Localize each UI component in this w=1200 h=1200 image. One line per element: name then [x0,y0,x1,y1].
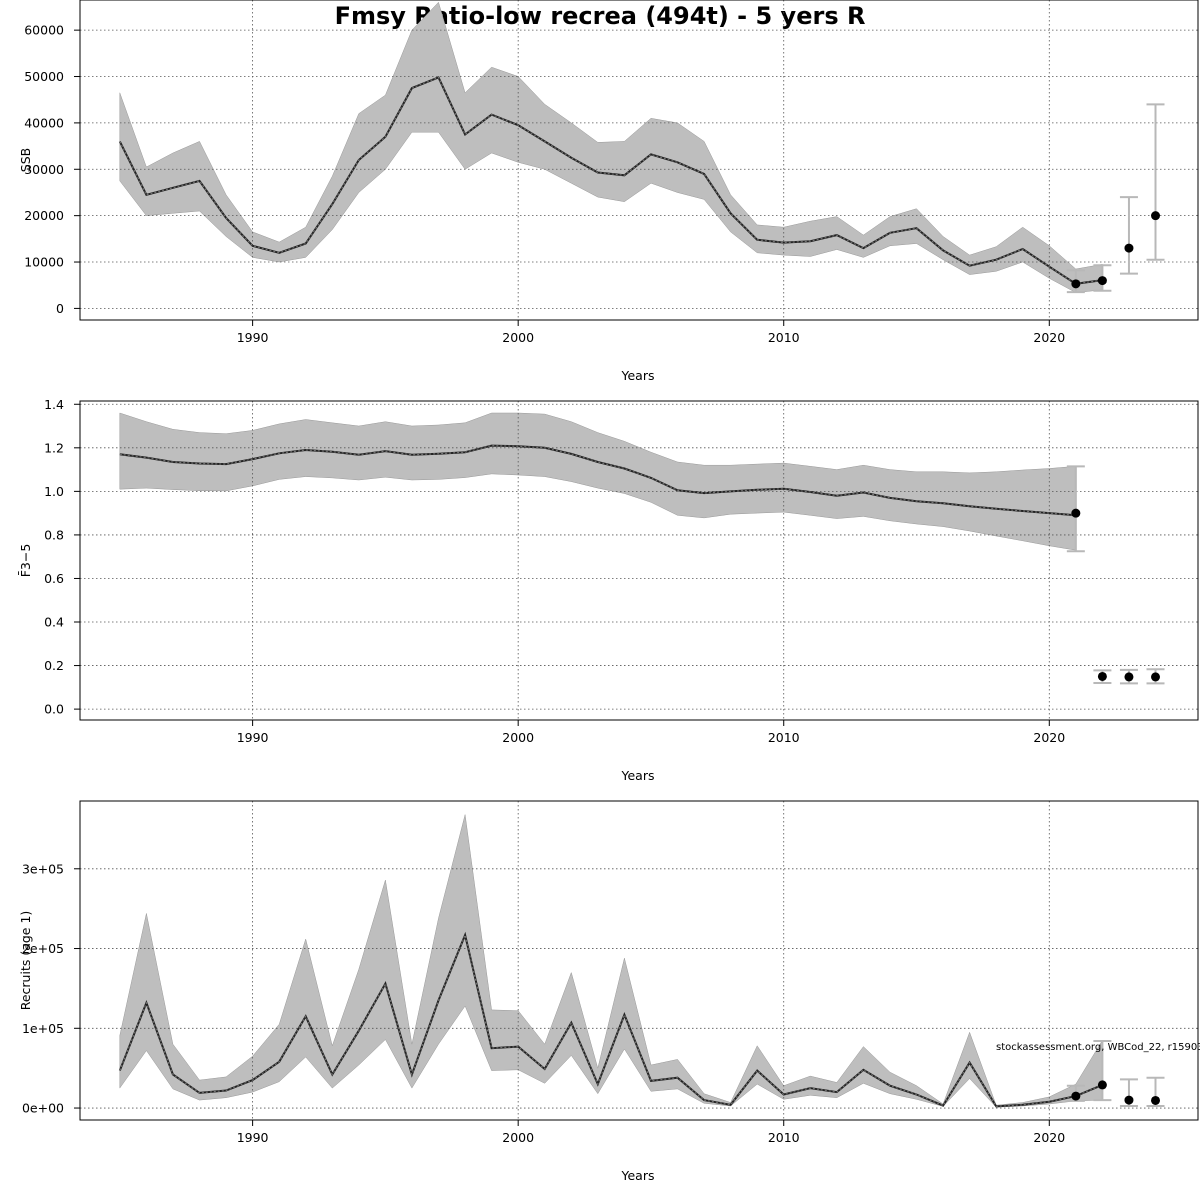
x-tick-label: 1990 [237,330,269,345]
x-tick-label: 2010 [768,730,800,745]
x-tick-label: 1990 [237,730,269,745]
y-tick-label: 20000 [24,208,64,223]
x-tick-label: 2020 [1033,330,1065,345]
data-point [1151,211,1161,221]
x-axis-label: Years [621,368,655,383]
y-tick-label: 50000 [24,69,64,84]
data-point [1097,1080,1107,1090]
chart-panels: 1990 2000 2010 2020 0 10000 20000 30000 40000 500… [18,0,1199,1183]
data-point [1124,1095,1134,1105]
plot-area [80,0,1198,320]
x-tick-label: 2000 [502,730,534,745]
x-tick-label: 2020 [1033,1130,1065,1145]
y-tick-label: 0 [56,301,64,316]
y-tick-label: 1e+05 [22,1021,64,1036]
figure-title: Fmsy Ratio-low recrea (494t) - 5 yers R [335,2,866,30]
estimate-line-dots [119,445,1076,516]
y-axis-label: SSB [18,148,33,172]
y-tick-label: 3e+05 [22,861,64,876]
y-tick-label: 40000 [24,115,64,130]
y-tick-label: 0.6 [44,571,64,586]
plot-area [80,401,1198,720]
data-point [1124,672,1134,682]
y-tick-label: 1.0 [44,484,64,499]
data-point [1097,276,1107,286]
panel-frame [79,400,1199,721]
x-tick-label: 2010 [768,1130,800,1145]
y-tick-label: 1.4 [44,397,64,412]
confidence-band [119,412,1077,551]
x-axis-label: Years [621,768,655,783]
y-tick-label: 0.8 [44,527,64,542]
footnote: stockassessment.org, WBCod_22, r15903 [996,1042,1200,1053]
panel-frame [79,0,1199,321]
x-tick-label: 2010 [768,330,800,345]
x-tick-label: 2000 [502,1130,534,1145]
plot-area [80,801,1198,1120]
data-point [1124,243,1134,253]
confidence-band [119,814,1103,1108]
y-tick-label: 60000 [24,23,64,38]
x-axis-label: Years [621,1168,655,1183]
y-axis-label: Recruits (age 1) [18,911,33,1011]
y-tick-label: 30000 [24,162,64,177]
data-point [1071,279,1081,289]
panel-3: 1990 2000 2010 2020 0e+00 1e+05 2e+05 3e+05 Year… [18,800,1199,1183]
panel-frame [79,800,1199,1121]
panel-2: 1990 2000 2010 2020 0.0 0.2 0.4 0.6 0.8 1.0 1.2 1.4… [18,397,1199,783]
data-point [1071,1091,1081,1101]
data-point [1151,672,1161,682]
data-point [1097,671,1107,681]
data-point [1071,508,1081,518]
y-tick-label: 0e+00 [22,1101,64,1116]
x-tick-label: 2020 [1033,730,1065,745]
y-tick-label: 0.4 [44,615,64,630]
y-tick-label: 1.2 [44,440,64,455]
y-axis-label: F̄3−5 [18,544,33,578]
panel-1: 1990 2000 2010 2020 0 10000 20000 30000 40000 500… [18,0,1199,383]
y-tick-label: 0.0 [44,702,64,717]
x-tick-label: 2000 [502,330,534,345]
data-point [1151,1095,1161,1105]
estimate-line-dots [119,76,1103,285]
y-tick-label: 0.2 [44,658,64,673]
y-tick-label: 10000 [24,255,64,270]
y-tick-label: 2e+05 [22,941,64,956]
estimate-line-dots [119,933,1103,1107]
x-tick-label: 1990 [237,1130,269,1145]
